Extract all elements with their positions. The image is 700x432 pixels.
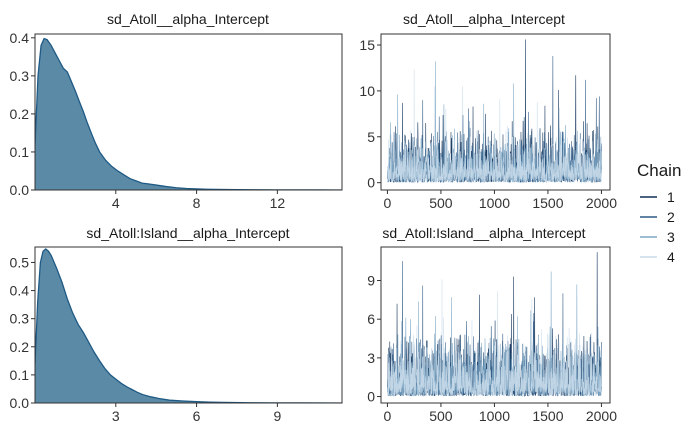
x-tick-label: 9 — [273, 408, 281, 424]
x-tick-label: 12 — [270, 195, 286, 211]
panel-title: sd_Atoll:Island__alpha_Intercept — [382, 225, 585, 241]
chain-legend: Chain 1 2 3 4 — [637, 161, 681, 265]
y-tick-label: 9 — [367, 273, 375, 289]
y-tick-label: 0.2 — [10, 106, 30, 122]
y-tick-label: 3 — [367, 350, 375, 366]
x-tick-label: 500 — [429, 408, 453, 424]
y-tick-label: 15 — [359, 37, 375, 53]
plot-area — [35, 248, 342, 403]
plot-area — [387, 252, 602, 398]
trace-panel-atoll-island: sd_Atoll:Island__alpha_Intercept 0 500 100… — [367, 225, 617, 424]
density-area — [35, 248, 342, 403]
y-tick-label: 0.0 — [10, 182, 30, 198]
y-tick-label: 5 — [367, 129, 375, 145]
density-panel-atoll-island: sd_Atoll:Island__alpha_Intercept 3 6 9 0.0 0… — [10, 225, 343, 424]
x-tick-label: 3 — [112, 408, 120, 424]
x-tick-label: 1500 — [532, 408, 563, 424]
density-area — [35, 38, 342, 190]
trace-line-chain-4 — [387, 279, 602, 397]
panel-title: sd_Atoll:Island__alpha_Intercept — [86, 225, 289, 241]
legend-title: Chain — [637, 161, 681, 180]
x-tick-label: 0 — [384, 408, 392, 424]
y-tick-label: 0 — [367, 389, 375, 405]
y-tick-label: 0.4 — [10, 30, 30, 46]
y-tick-label: 0.3 — [10, 311, 30, 327]
legend-label: 4 — [667, 249, 675, 265]
trace-panel-atoll: sd_Atoll__alpha_Intercept 0 500 1000 1500 20… — [359, 11, 617, 211]
panel-border — [34, 33, 343, 191]
density-line — [35, 248, 342, 403]
density-line — [35, 37, 342, 190]
x-tick-label: 1000 — [479, 408, 510, 424]
x-tick-label: 2000 — [586, 408, 617, 424]
trace-line-chain-4 — [387, 69, 602, 184]
x-tick-label: 6 — [193, 408, 201, 424]
panel-border — [34, 246, 343, 404]
y-tick-label: 0.4 — [10, 283, 30, 299]
legend-label: 1 — [667, 189, 675, 205]
panel-title: sd_Atoll__alpha_Intercept — [107, 11, 269, 27]
y-tick-label: 0.5 — [10, 254, 30, 270]
x-tick-label: 500 — [429, 195, 453, 211]
panel-border — [380, 246, 611, 404]
y-tick-label: 0.3 — [10, 68, 30, 84]
x-tick-label: 4 — [112, 195, 120, 211]
x-tick-label: 1000 — [479, 195, 510, 211]
y-tick-label: 6 — [367, 311, 375, 327]
y-tick-label: 10 — [359, 83, 375, 99]
y-tick-label: 0.1 — [10, 367, 30, 383]
y-tick-label: 0.1 — [10, 144, 30, 160]
plot-area — [387, 39, 602, 184]
x-tick-label: 0 — [384, 195, 392, 211]
density-panel-atoll: sd_Atoll__alpha_Intercept 4 8 12 0.0 0.1 0.2 0… — [10, 11, 343, 211]
legend-label: 3 — [667, 229, 675, 245]
x-tick-label: 2000 — [586, 195, 617, 211]
panel-border — [380, 33, 611, 191]
x-tick-label: 8 — [193, 195, 201, 211]
plot-area — [35, 37, 342, 190]
x-tick-label: 1500 — [532, 195, 563, 211]
y-tick-label: 0.2 — [10, 339, 30, 355]
y-tick-label: 0 — [367, 175, 375, 191]
panel-title: sd_Atoll__alpha_Intercept — [403, 11, 565, 27]
y-tick-label: 0.0 — [10, 395, 30, 411]
legend-label: 2 — [667, 209, 675, 225]
